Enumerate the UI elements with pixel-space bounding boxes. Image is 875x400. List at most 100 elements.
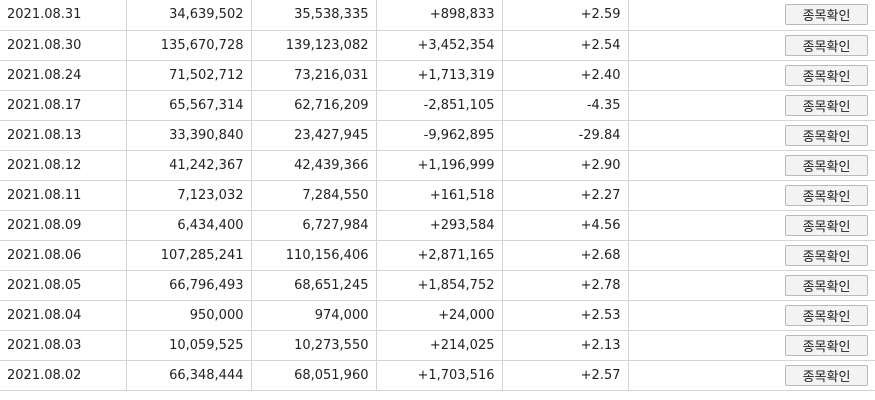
change-cell: +214,025 — [376, 330, 503, 361]
check-stocks-button[interactable]: 종목확인 — [785, 184, 868, 206]
value-cell-2: 42,439,366 — [251, 150, 377, 181]
check-stocks-button[interactable]: 종목확인 — [785, 64, 868, 86]
check-stocks-button[interactable]: 종목확인 — [785, 124, 868, 146]
table-row: 2021.08.17 65,567,314 62,716,209 -2,851,105… — [0, 90, 875, 121]
change-cell: +3,452,354 — [376, 30, 503, 61]
action-cell: 종목확인 — [628, 180, 875, 211]
value-cell-1: 7,123,032 — [126, 180, 252, 211]
action-cell: 종목확인 — [628, 150, 875, 181]
table-row: 2021.08.30 135,670,728 139,123,082 +3,452,3… — [0, 30, 875, 61]
table-row: 2021.08.05 66,796,493 68,651,245 +1,854,752… — [0, 270, 875, 301]
change-cell: +1,854,752 — [376, 270, 503, 301]
check-stocks-button[interactable]: 종목확인 — [785, 34, 868, 56]
value-cell-1: 65,567,314 — [126, 90, 252, 121]
check-stocks-button[interactable]: 종목확인 — [785, 154, 868, 176]
value-cell-1: 34,639,502 — [126, 0, 252, 31]
date-cell: 2021.08.06 — [0, 240, 127, 271]
table-row: 2021.08.11 7,123,032 7,284,550 +161,518 +2.2… — [0, 180, 875, 211]
check-stocks-button[interactable]: 종목확인 — [785, 304, 868, 326]
check-stocks-button[interactable]: 종목확인 — [785, 364, 868, 386]
rate-cell: +2.54 — [502, 30, 629, 61]
value-cell-2: 110,156,406 — [251, 240, 377, 271]
action-cell: 종목확인 — [628, 270, 875, 301]
action-cell: 종목확인 — [628, 30, 875, 61]
value-cell-2: 6,727,984 — [251, 210, 377, 241]
change-cell: +1,713,319 — [376, 60, 503, 91]
date-cell: 2021.08.09 — [0, 210, 127, 241]
check-stocks-button[interactable]: 종목확인 — [785, 334, 868, 356]
value-cell-1: 66,348,444 — [126, 360, 252, 391]
date-cell: 2021.08.05 — [0, 270, 127, 301]
action-cell: 종목확인 — [628, 300, 875, 331]
table-row: 2021.08.12 41,242,367 42,439,366 +1,196,999… — [0, 150, 875, 181]
check-stocks-button[interactable]: 종목확인 — [785, 214, 868, 236]
rate-cell: +2.53 — [502, 300, 629, 331]
check-stocks-button[interactable]: 종목확인 — [785, 274, 868, 296]
table-row: 2021.08.06 107,285,241 110,156,406 +2,871,1… — [0, 240, 875, 271]
value-cell-2: 7,284,550 — [251, 180, 377, 211]
change-cell: +2,871,165 — [376, 240, 503, 271]
value-cell-2: 10,273,550 — [251, 330, 377, 361]
value-cell-2: 68,051,960 — [251, 360, 377, 391]
value-cell-1: 41,242,367 — [126, 150, 252, 181]
change-cell: -2,851,105 — [376, 90, 503, 121]
value-cell-2: 35,538,335 — [251, 0, 377, 31]
data-table: 2021.08.31 34,639,502 35,538,335 +898,833 +2… — [0, 0, 875, 391]
change-cell: +161,518 — [376, 180, 503, 211]
table-row: 2021.08.09 6,434,400 6,727,984 +293,584 +4.5… — [0, 210, 875, 241]
value-cell-2: 974,000 — [251, 300, 377, 331]
value-cell-1: 66,796,493 — [126, 270, 252, 301]
date-cell: 2021.08.30 — [0, 30, 127, 61]
rate-cell: -29.84 — [502, 120, 629, 151]
action-cell: 종목확인 — [628, 0, 875, 31]
change-cell: +24,000 — [376, 300, 503, 331]
value-cell-1: 33,390,840 — [126, 120, 252, 151]
check-stocks-button[interactable]: 종목확인 — [785, 4, 868, 26]
value-cell-2: 68,651,245 — [251, 270, 377, 301]
value-cell-2: 23,427,945 — [251, 120, 377, 151]
action-cell: 종목확인 — [628, 360, 875, 391]
action-cell: 종목확인 — [628, 90, 875, 121]
table-body: 2021.08.31 34,639,502 35,538,335 +898,833 +2… — [0, 0, 875, 391]
rate-cell: +2.13 — [502, 330, 629, 361]
change-cell: +293,584 — [376, 210, 503, 241]
rate-cell: +2.57 — [502, 360, 629, 391]
check-stocks-button[interactable]: 종목확인 — [785, 94, 868, 116]
action-cell: 종목확인 — [628, 60, 875, 91]
table-row: 2021.08.13 33,390,840 23,427,945 -9,962,895… — [0, 120, 875, 151]
change-cell: +1,196,999 — [376, 150, 503, 181]
date-cell: 2021.08.04 — [0, 300, 127, 331]
value-cell-1: 71,502,712 — [126, 60, 252, 91]
table-row: 2021.08.24 71,502,712 73,216,031 +1,713,319… — [0, 60, 875, 91]
action-cell: 종목확인 — [628, 330, 875, 361]
value-cell-1: 107,285,241 — [126, 240, 252, 271]
date-cell: 2021.08.02 — [0, 360, 127, 391]
value-cell-1: 950,000 — [126, 300, 252, 331]
rate-cell: +2.90 — [502, 150, 629, 181]
date-cell: 2021.08.11 — [0, 180, 127, 211]
date-cell: 2021.08.31 — [0, 0, 127, 31]
value-cell-2: 73,216,031 — [251, 60, 377, 91]
action-cell: 종목확인 — [628, 120, 875, 151]
value-cell-1: 135,670,728 — [126, 30, 252, 61]
value-cell-1: 6,434,400 — [126, 210, 252, 241]
rate-cell: +2.40 — [502, 60, 629, 91]
rate-cell: +2.59 — [502, 0, 629, 31]
change-cell: +1,703,516 — [376, 360, 503, 391]
change-cell: +898,833 — [376, 0, 503, 31]
value-cell-2: 139,123,082 — [251, 30, 377, 61]
table-row: 2021.08.02 66,348,444 68,051,960 +1,703,516… — [0, 360, 875, 391]
date-cell: 2021.08.13 — [0, 120, 127, 151]
change-cell: -9,962,895 — [376, 120, 503, 151]
date-cell: 2021.08.03 — [0, 330, 127, 361]
check-stocks-button[interactable]: 종목확인 — [785, 244, 868, 266]
action-cell: 종목확인 — [628, 240, 875, 271]
rate-cell: -4.35 — [502, 90, 629, 121]
value-cell-2: 62,716,209 — [251, 90, 377, 121]
table-row: 2021.08.04 950,000 974,000 +24,000 +2.53 종목확인 — [0, 300, 875, 331]
value-cell-1: 10,059,525 — [126, 330, 252, 361]
action-cell: 종목확인 — [628, 210, 875, 241]
date-cell: 2021.08.17 — [0, 90, 127, 121]
date-cell: 2021.08.24 — [0, 60, 127, 91]
date-cell: 2021.08.12 — [0, 150, 127, 181]
